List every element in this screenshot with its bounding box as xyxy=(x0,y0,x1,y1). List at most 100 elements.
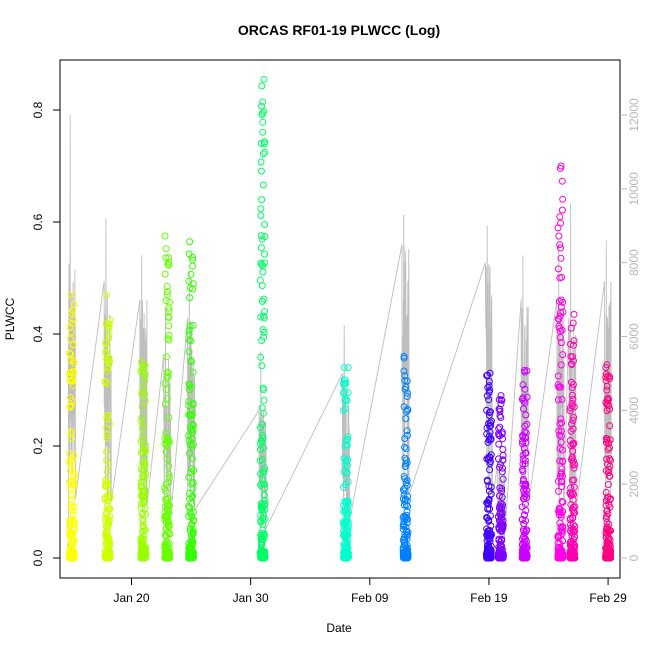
data-point xyxy=(343,469,350,477)
y2-tick-label: 4000 xyxy=(627,397,641,424)
data-point xyxy=(69,537,77,545)
data-point xyxy=(165,254,173,262)
data-point xyxy=(139,509,147,517)
data-point xyxy=(521,368,529,376)
data-point xyxy=(602,514,610,522)
data-point xyxy=(521,535,529,543)
data-point xyxy=(604,510,612,518)
data-point xyxy=(401,377,409,384)
data-point xyxy=(568,384,576,391)
data-point xyxy=(486,550,494,558)
y2-tick-label: 2000 xyxy=(627,470,641,497)
data-point xyxy=(165,261,173,269)
data-point xyxy=(557,254,565,262)
data-point xyxy=(141,370,149,378)
flight-points xyxy=(494,392,507,562)
data-point xyxy=(139,476,147,484)
data-point xyxy=(519,554,526,562)
data-point xyxy=(70,300,78,308)
data-point xyxy=(103,425,111,433)
data-point xyxy=(521,385,529,393)
data-point xyxy=(343,440,351,448)
data-point xyxy=(486,526,494,534)
data-point xyxy=(258,82,266,90)
data-point xyxy=(165,502,173,510)
data-point xyxy=(103,367,111,375)
data-point xyxy=(67,401,75,409)
data-point xyxy=(483,477,491,485)
data-point xyxy=(570,464,578,472)
data-point xyxy=(341,442,349,450)
data-point xyxy=(258,404,266,412)
data-point xyxy=(162,495,170,503)
data-point xyxy=(67,516,75,523)
data-point xyxy=(261,138,269,146)
data-point xyxy=(70,470,78,478)
data-point xyxy=(604,397,611,404)
data-point xyxy=(257,158,265,166)
data-point xyxy=(161,270,169,278)
data-point xyxy=(519,526,527,534)
flight-points xyxy=(602,361,615,562)
data-point xyxy=(165,462,173,470)
data-point xyxy=(554,533,562,541)
data-point xyxy=(556,213,564,221)
data-point xyxy=(161,232,169,240)
data-point xyxy=(344,549,352,557)
data-point xyxy=(165,322,173,330)
data-point xyxy=(571,503,579,511)
data-point xyxy=(162,254,170,262)
data-point xyxy=(67,335,74,343)
data-point xyxy=(341,396,349,404)
data-point xyxy=(499,525,507,532)
data-point xyxy=(161,434,169,442)
data-point xyxy=(343,397,351,404)
data-point xyxy=(606,405,614,413)
data-point xyxy=(604,539,612,546)
data-point xyxy=(568,420,575,428)
data-point xyxy=(66,394,74,402)
data-point xyxy=(485,396,493,404)
data-point xyxy=(138,403,146,411)
data-point xyxy=(67,329,75,336)
data-point xyxy=(186,322,194,330)
data-point xyxy=(487,422,495,430)
data-point xyxy=(557,309,564,317)
data-point xyxy=(163,540,171,548)
data-point xyxy=(259,312,267,320)
data-point xyxy=(570,337,578,345)
y-tick-label: 0.4 xyxy=(31,325,45,342)
data-point xyxy=(185,495,193,503)
data-point xyxy=(340,527,347,535)
data-point xyxy=(165,478,173,486)
data-point xyxy=(498,430,506,438)
data-point xyxy=(603,435,611,443)
data-point xyxy=(570,483,578,491)
data-point xyxy=(162,519,170,527)
data-point xyxy=(341,405,349,413)
data-point xyxy=(402,528,410,536)
data-point xyxy=(559,523,567,531)
data-point xyxy=(188,520,196,528)
data-point xyxy=(163,291,171,299)
data-point xyxy=(554,372,562,380)
data-point xyxy=(557,415,565,423)
data-point xyxy=(66,369,74,377)
data-point xyxy=(403,377,411,385)
data-point xyxy=(261,233,269,240)
data-point xyxy=(344,526,352,534)
data-point xyxy=(103,448,111,456)
data-point xyxy=(498,485,506,492)
data-point xyxy=(554,381,562,389)
flight-points xyxy=(161,232,174,562)
data-point xyxy=(102,348,109,356)
data-point xyxy=(104,525,111,533)
data-point xyxy=(189,321,197,329)
data-point xyxy=(139,518,147,525)
data-point xyxy=(603,526,611,534)
data-point xyxy=(570,476,578,484)
data-point xyxy=(189,484,197,492)
data-points xyxy=(65,75,615,562)
data-point xyxy=(344,364,352,372)
x-axis-label: Date xyxy=(326,621,352,635)
